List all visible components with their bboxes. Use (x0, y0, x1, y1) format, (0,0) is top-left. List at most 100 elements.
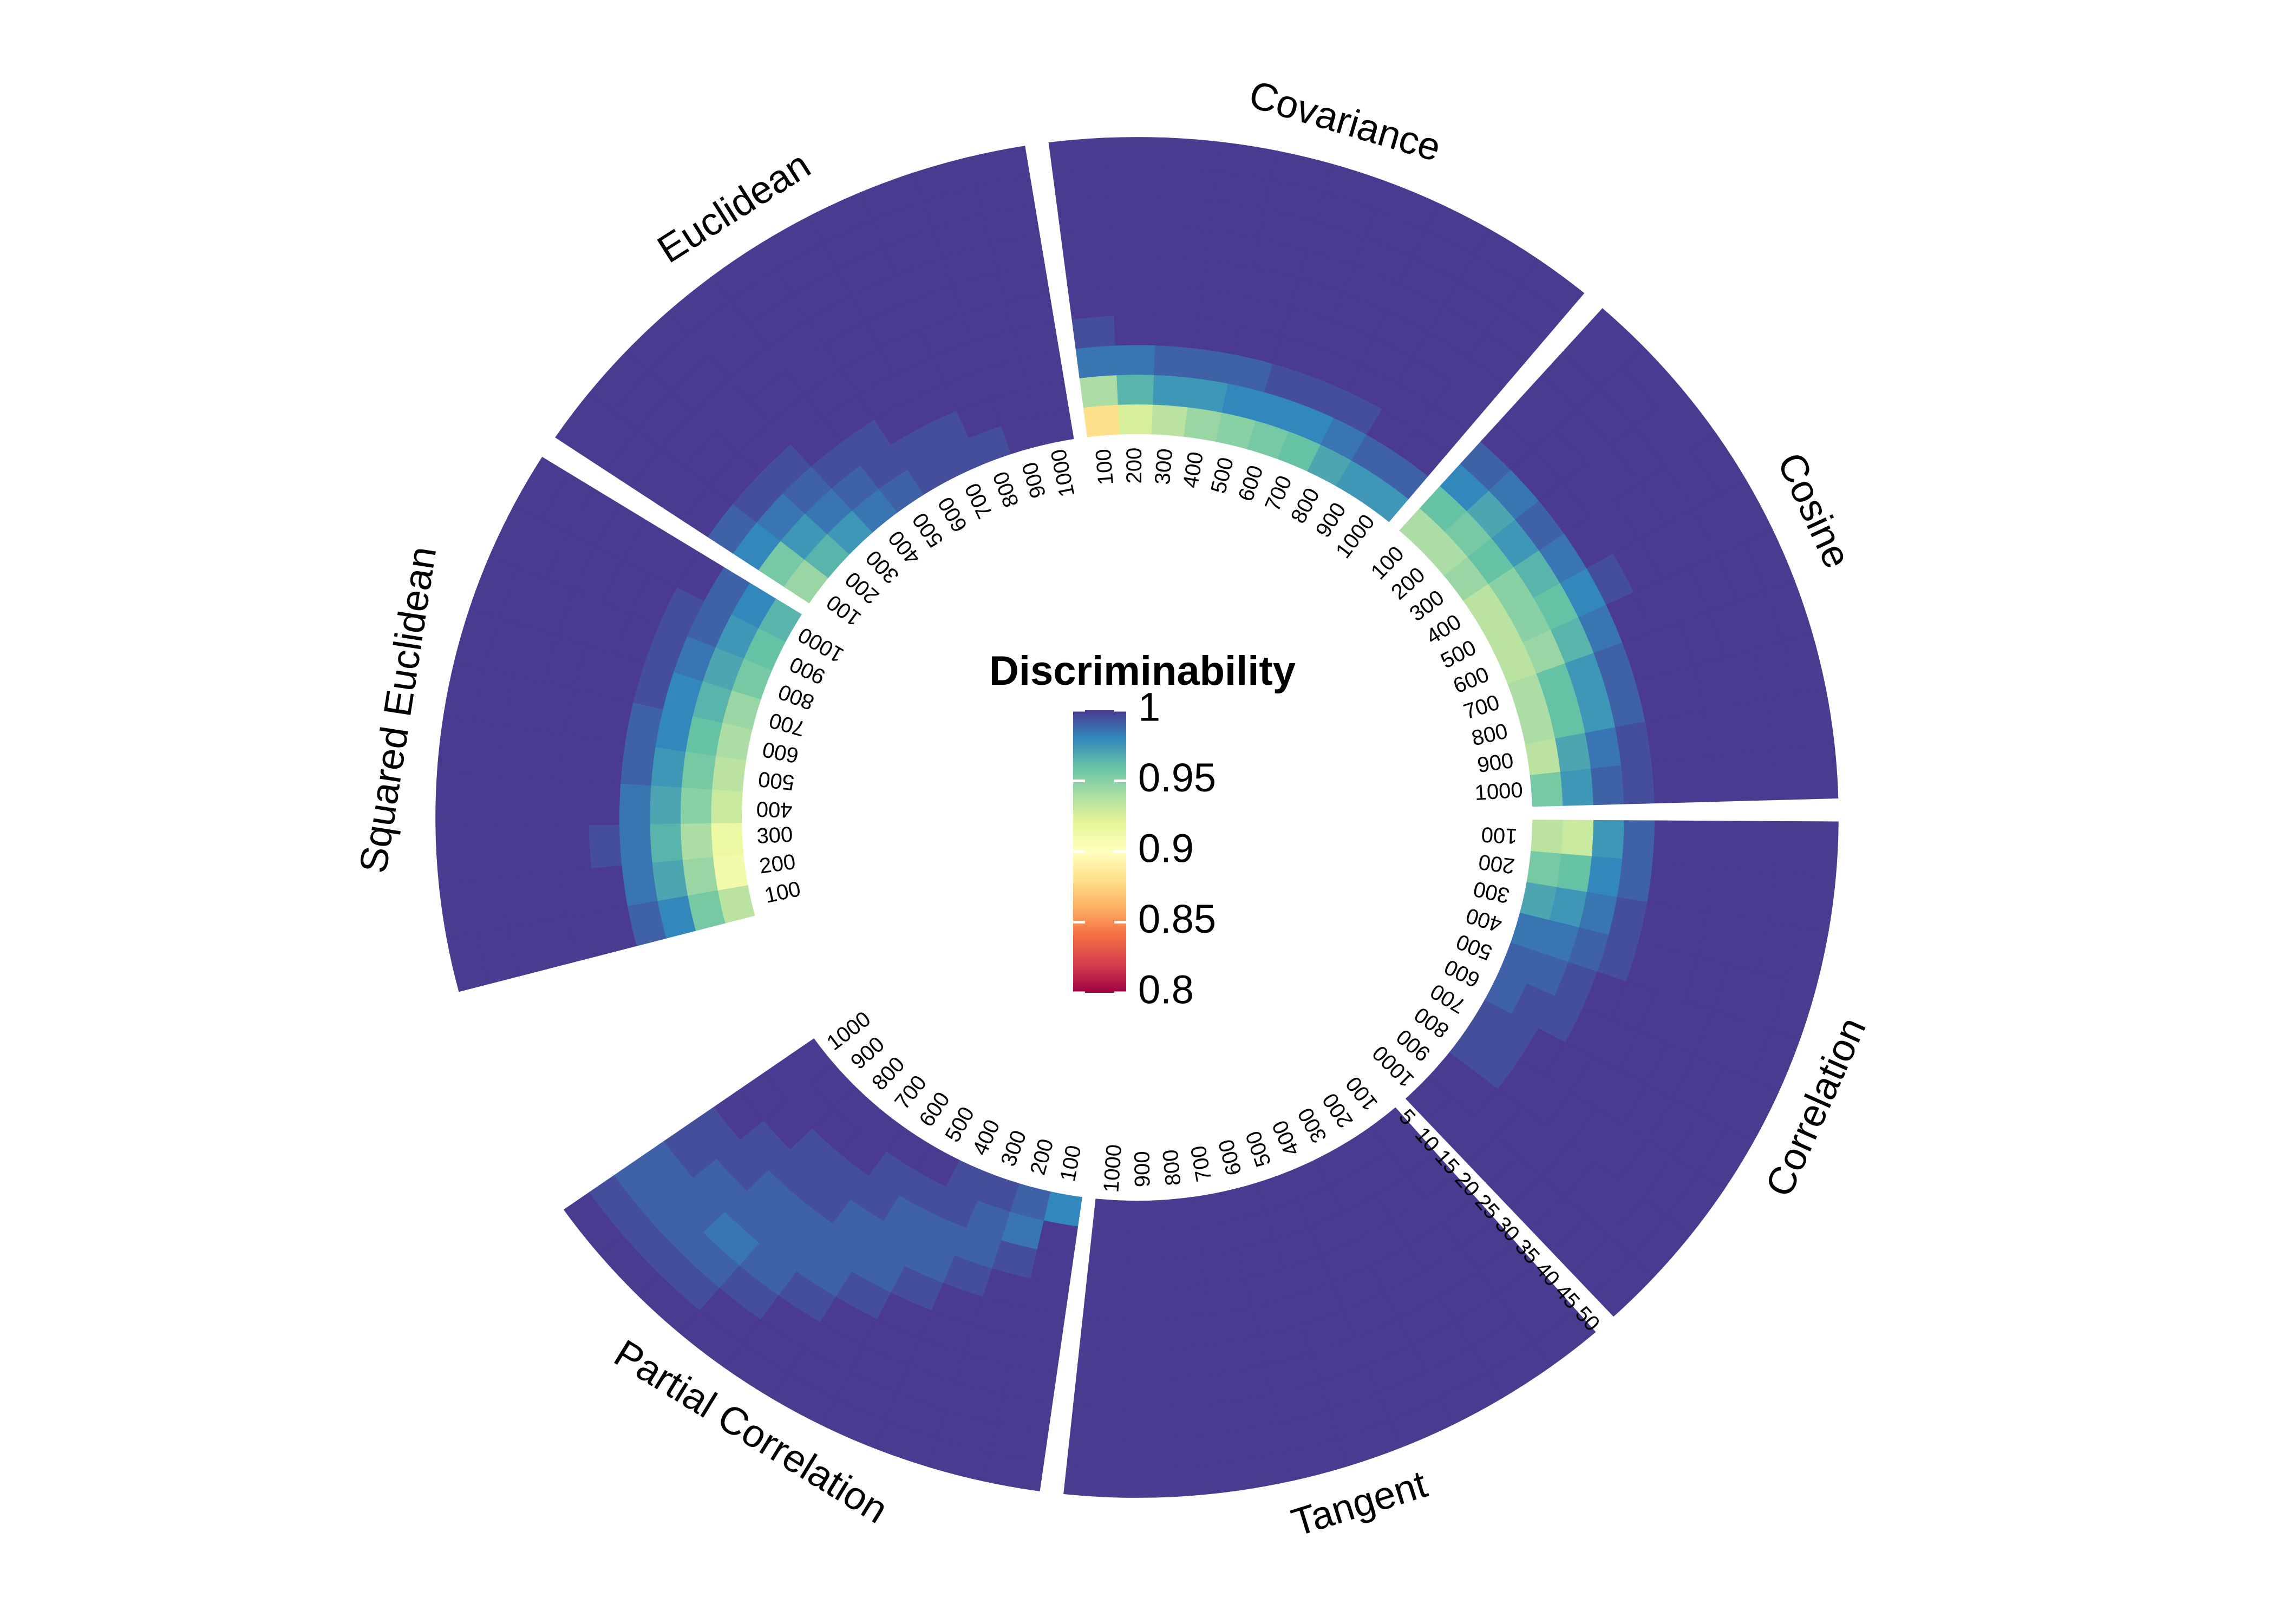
heatmap-cell (1579, 892, 1618, 935)
heatmap-cell (1449, 1026, 1494, 1071)
heatmap-cell (1647, 1098, 1701, 1157)
heatmap-cell (931, 1186, 978, 1228)
angular-tick-label: 600 (1234, 462, 1268, 504)
heatmap-cell (1586, 1179, 1643, 1237)
heatmap-cell (1433, 381, 1487, 431)
heatmap-cell (563, 1192, 623, 1254)
heatmap-cell (1460, 441, 1512, 491)
heatmap-cell (534, 681, 574, 734)
heatmap-cell (1424, 1174, 1476, 1223)
heatmap-cell (1744, 529, 1795, 592)
heatmap-cell (1122, 1378, 1173, 1409)
heatmap-cell (1397, 357, 1452, 406)
heatmap-cell (1582, 971, 1627, 1020)
heatmap-cell (1665, 449, 1720, 510)
heatmap-cell (454, 607, 499, 669)
heatmap-cell (559, 733, 595, 782)
heatmap-cell (1107, 166, 1163, 198)
heatmap-cell (850, 1175, 900, 1221)
heatmap-cell (1723, 649, 1766, 705)
heatmap-cell (657, 895, 696, 939)
heatmap-cell (1675, 710, 1713, 759)
heatmap-cell (715, 400, 771, 453)
heatmap-cell (896, 1365, 956, 1411)
heatmap-cell (1597, 934, 1639, 983)
heatmap-cell (890, 1266, 943, 1311)
heatmap-cell (879, 328, 933, 375)
heatmap-cell (1184, 407, 1223, 442)
heatmap-cell (1164, 1255, 1206, 1289)
heatmap-cell (1533, 429, 1587, 483)
heatmap-cell (1563, 1161, 1619, 1217)
heatmap-cell (1638, 902, 1678, 951)
heatmap-cell (1240, 296, 1290, 336)
heatmap-cell (790, 417, 842, 467)
angular-tick-label: 300 (756, 823, 793, 848)
heatmap-cell (649, 333, 709, 392)
heatmap-cell (1382, 383, 1434, 430)
heatmap-cell (851, 1246, 905, 1293)
heatmap-cell (1127, 1200, 1162, 1231)
heatmap-cell (673, 635, 716, 682)
heatmap-cell (739, 1242, 797, 1296)
heatmap-cell (469, 876, 507, 933)
heatmap-cell (1683, 957, 1728, 1011)
angular-tick-label: 1000 (1047, 447, 1080, 499)
heatmap-cell (996, 1394, 1053, 1433)
heatmap-cell (1697, 912, 1739, 965)
heatmap-cell (1176, 1461, 1236, 1497)
heatmap-cell (1426, 1096, 1474, 1143)
heatmap-cell (1221, 383, 1265, 421)
heatmap-cell (1411, 1321, 1472, 1372)
heatmap-cell (1424, 1346, 1488, 1399)
heatmap-cell (1277, 431, 1321, 472)
heatmap-cell (1375, 1175, 1425, 1221)
heatmap-cell (809, 1063, 856, 1108)
heatmap-cell (1233, 325, 1282, 364)
heatmap-cell (805, 488, 853, 534)
heatmap-cell (661, 411, 717, 467)
heatmap-cell (1531, 820, 1564, 854)
heatmap-cell (1606, 681, 1646, 728)
heatmap-cell (1315, 192, 1377, 238)
heatmap-cell (1360, 337, 1414, 384)
heatmap-cell (656, 466, 709, 521)
legend-tick-label: 0.9 (1138, 826, 1194, 871)
heatmap-cell (1618, 1031, 1668, 1085)
heatmap-cell (715, 614, 759, 659)
heatmap-cell (1682, 755, 1716, 803)
angular-tick-label: 200 (1026, 1136, 1058, 1177)
heatmap-cell (862, 1319, 920, 1366)
heatmap-cell (821, 1398, 886, 1449)
heatmap-cell (1564, 516, 1614, 569)
heatmap-cell (991, 387, 1035, 427)
heatmap-cell (638, 1141, 694, 1197)
heatmap-cell (527, 824, 561, 874)
heatmap-cell (1027, 380, 1069, 417)
heatmap-cell (1454, 1294, 1515, 1347)
heatmap-cell (885, 1392, 947, 1439)
heatmap-cell (1592, 1256, 1655, 1317)
heatmap-cell (923, 410, 969, 453)
heatmap-cell (1550, 617, 1595, 664)
heatmap-cell (1160, 1197, 1197, 1230)
heatmap-cell (971, 329, 1021, 370)
heatmap-cell (650, 746, 686, 788)
heatmap-cell (1443, 556, 1489, 601)
heatmap-cell (1554, 962, 1598, 1009)
heatmap-cell (517, 519, 569, 579)
heatmap-cell (1158, 226, 1210, 260)
heatmap-cell (530, 870, 567, 922)
heatmap-cell (758, 540, 805, 587)
angular-tick-label: 300 (1471, 876, 1512, 907)
heatmap-cell (1786, 927, 1829, 987)
heatmap-cell (1192, 1191, 1231, 1227)
heatmap-cell (597, 905, 637, 954)
heatmap-cell (637, 391, 694, 449)
heatmap-cell (1712, 752, 1747, 802)
heatmap-cell (1264, 1200, 1309, 1241)
heatmap-cell (496, 825, 531, 877)
angular-tick-label: 300 (1151, 448, 1177, 486)
